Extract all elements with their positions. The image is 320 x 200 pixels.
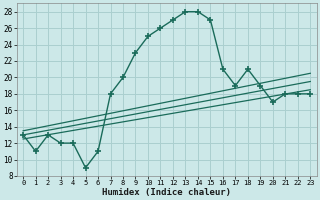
X-axis label: Humidex (Indice chaleur): Humidex (Indice chaleur)	[102, 188, 231, 197]
